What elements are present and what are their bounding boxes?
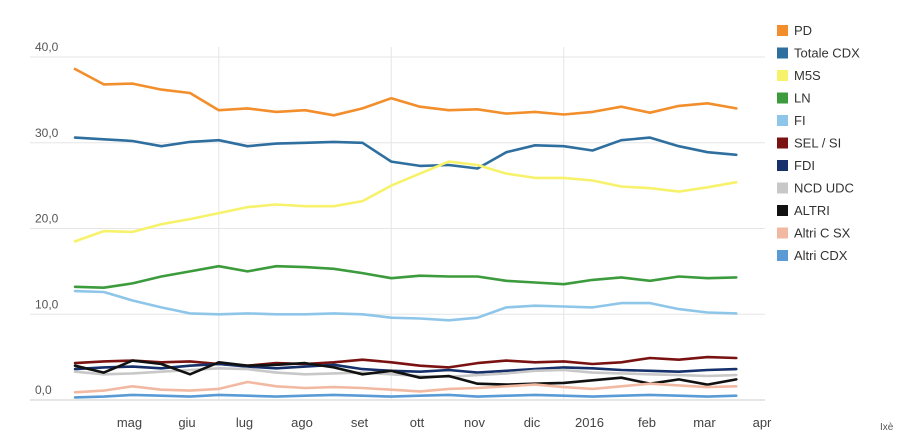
x-tick-label: ott: [410, 415, 425, 430]
legend-swatch: [777, 137, 788, 149]
legend-label: FDI: [794, 158, 815, 173]
legend-swatch: [777, 250, 788, 261]
x-axis-ticks: mag giu lug ago set ott nov dic 2016 feb mar apr: [117, 415, 772, 430]
grid: [30, 47, 765, 401]
x-tick-label: feb: [638, 415, 656, 430]
x-tick-label: dic: [524, 415, 541, 430]
series-line-m5s: [73, 160, 738, 243]
series-line-fi: [73, 289, 738, 322]
legend-swatch: [777, 25, 788, 36]
series-line-altri-c-sx: [73, 380, 738, 394]
series-line-pd: [73, 67, 738, 117]
x-tick-label: 2016: [575, 415, 604, 430]
x-tick-label: mar: [693, 415, 716, 430]
legend-label: PD: [794, 23, 812, 38]
legend-label: Altri CDX: [794, 248, 848, 263]
x-tick-label: apr: [753, 415, 772, 430]
legend-label: M5S: [794, 68, 821, 83]
source-label: Ixè: [880, 422, 894, 433]
legend: PD Totale CDX M5S LN FI SEL / SI FDI NCD UDC ALT…: [777, 23, 860, 263]
legend-swatch: [777, 115, 788, 126]
x-tick-label: lug: [236, 415, 253, 430]
x-tick-label: set: [351, 415, 369, 430]
y-tick-label: 40,0: [35, 40, 59, 54]
series-line-altri-cdx: [73, 393, 738, 399]
legend-label: FI: [794, 113, 806, 128]
y-tick-label: 30,0: [35, 126, 59, 140]
x-tick-label: mag: [117, 415, 142, 430]
series-line-totale-cdx: [73, 136, 738, 170]
legend-swatch: [777, 182, 788, 194]
legend-label: SEL / SI: [794, 136, 841, 151]
legend-swatch: [777, 205, 788, 216]
series-line-ln: [73, 264, 738, 289]
legend-label: Altri C SX: [794, 226, 851, 241]
series-line-sel-si: [73, 355, 738, 369]
legend-swatch: [777, 70, 788, 81]
legend-swatch: [777, 92, 788, 104]
legend-label: ALTRI: [794, 203, 830, 218]
series-line-altri: [73, 359, 738, 386]
legend-swatch: [777, 47, 788, 59]
y-tick-label: 0,0: [35, 383, 52, 397]
legend-label: Totale CDX: [794, 46, 860, 61]
x-tick-label: nov: [464, 415, 485, 430]
legend-swatch: [777, 160, 788, 171]
x-tick-label: giu: [178, 415, 195, 430]
legend-label: LN: [794, 91, 811, 106]
series-lines: [73, 67, 738, 399]
y-axis-ticks: 0,0 10,0 20,0 30,0 40,0: [35, 40, 59, 397]
y-tick-label: 10,0: [35, 297, 59, 311]
y-tick-label: 20,0: [35, 212, 59, 226]
series-line-fdi: [73, 362, 738, 374]
legend-label: NCD UDC: [794, 181, 854, 196]
x-tick-label: ago: [291, 415, 313, 430]
legend-swatch: [777, 227, 788, 239]
